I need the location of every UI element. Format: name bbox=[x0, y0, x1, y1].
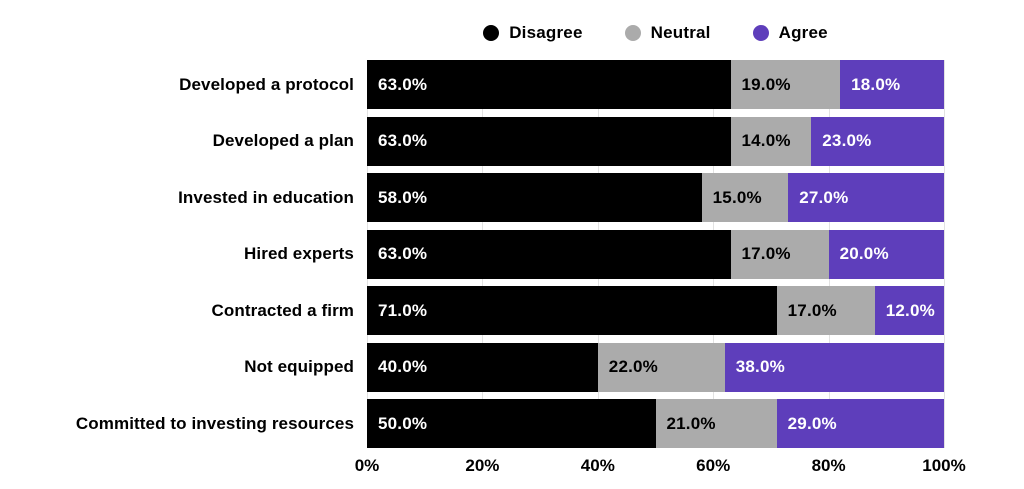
segment-value-label: 71.0% bbox=[378, 300, 428, 320]
segment-value-label: 63.0% bbox=[378, 131, 428, 150]
segment-value-label: 21.0% bbox=[666, 413, 716, 433]
legend-dot-icon bbox=[752, 25, 769, 41]
segment-value-label: 18.0% bbox=[851, 74, 901, 94]
x-axis: 0% 20% 40% 60% 80% 100% bbox=[355, 453, 966, 485]
legend-label: Disagree bbox=[509, 23, 583, 42]
segment-value-label: 22.0% bbox=[608, 357, 658, 376]
bar-segment-neutral: 21.0% bbox=[655, 399, 777, 448]
segment-value-label: 17.0% bbox=[741, 244, 791, 263]
bar-segment-agree: 18.0% bbox=[840, 60, 944, 109]
legend-item-neutral: Neutral bbox=[624, 23, 711, 43]
x-axis-tick: 40% bbox=[580, 456, 615, 475]
legend-label: Agree bbox=[778, 23, 828, 42]
bar-segment-neutral: 17.0% bbox=[776, 286, 875, 335]
x-axis-tick: 60% bbox=[696, 456, 731, 475]
category-label: Hired experts bbox=[244, 244, 354, 263]
bar-segment-disagree: 58.0% bbox=[367, 173, 702, 222]
bar-row: Committed to investing resources 50.0% 21.… bbox=[76, 399, 944, 448]
category-label: Contracted a firm bbox=[211, 300, 354, 320]
bar-segment-agree: 20.0% bbox=[828, 229, 944, 279]
bar-segment-neutral: 14.0% bbox=[730, 116, 812, 166]
bar-segment-neutral: 19.0% bbox=[730, 60, 841, 109]
legend-item-disagree: Disagree bbox=[483, 23, 582, 43]
x-axis-tick: 100% bbox=[922, 456, 966, 475]
bar-segment-agree: 12.0% bbox=[874, 286, 944, 335]
bar-row: Hired experts 63.0% 17.0% 20.0% bbox=[244, 229, 944, 279]
segment-value-label: 40.0% bbox=[378, 357, 428, 376]
segment-value-label: 29.0% bbox=[787, 413, 837, 433]
bar-segment-agree: 23.0% bbox=[811, 116, 944, 166]
segment-value-label: 12.0% bbox=[885, 300, 935, 320]
legend-dot-icon bbox=[483, 25, 500, 41]
segment-value-label: 27.0% bbox=[799, 187, 849, 207]
bar-segment-neutral: 17.0% bbox=[730, 229, 829, 279]
segment-value-label: 15.0% bbox=[712, 187, 762, 207]
segment-value-label: 23.0% bbox=[822, 131, 872, 150]
legend-dot-icon bbox=[624, 25, 641, 41]
bar-segment-neutral: 22.0% bbox=[597, 342, 725, 392]
bar-segment-agree: 38.0% bbox=[724, 342, 944, 392]
bar-row: Invested in education 58.0% 15.0% 27.0% bbox=[178, 173, 944, 222]
bar-row: Not equipped 40.0% 22.0% 38.0% bbox=[244, 342, 944, 392]
gridline bbox=[944, 60, 945, 448]
category-label: Committed to investing resources bbox=[75, 413, 354, 433]
category-label: Not equipped bbox=[244, 357, 354, 376]
legend: Disagree Neutral Agree bbox=[367, 20, 944, 46]
bar-segment-disagree: 50.0% bbox=[367, 399, 656, 448]
bar-rows: Developed a protocol 63.0% 19.0% 18.0% Devel… bbox=[76, 60, 944, 448]
segment-value-label: 17.0% bbox=[787, 300, 837, 320]
bar-row: Contracted a firm 71.0% 17.0% 12.0% bbox=[212, 286, 944, 335]
segment-value-label: 14.0% bbox=[741, 131, 791, 150]
segment-value-label: 20.0% bbox=[839, 244, 889, 263]
category-label: Developed a plan bbox=[212, 131, 354, 150]
legend-label: Neutral bbox=[650, 23, 711, 42]
category-label: Invested in education bbox=[178, 187, 354, 207]
segment-value-label: 19.0% bbox=[741, 74, 791, 94]
bar-segment-disagree: 63.0% bbox=[367, 229, 731, 279]
segment-value-label: 50.0% bbox=[378, 413, 428, 433]
category-label: Developed a protocol bbox=[179, 74, 354, 94]
bar-row: Developed a protocol 63.0% 19.0% 18.0% bbox=[179, 60, 944, 109]
bar-segment-agree: 29.0% bbox=[776, 399, 944, 448]
segment-value-label: 58.0% bbox=[378, 187, 428, 207]
x-axis-tick: 80% bbox=[811, 456, 846, 475]
x-axis-tick: 20% bbox=[465, 456, 500, 475]
segment-value-label: 63.0% bbox=[378, 74, 428, 94]
stacked-bar-chart: Developed a protocol 63.0% 19.0% 18.0% Devel… bbox=[76, 60, 966, 485]
bar-row: Developed a plan 63.0% 14.0% 23.0% bbox=[213, 116, 944, 166]
legend-item-agree: Agree bbox=[752, 23, 828, 43]
bar-segment-disagree: 40.0% bbox=[367, 342, 598, 392]
bar-segment-disagree: 71.0% bbox=[367, 286, 777, 335]
bar-segment-disagree: 63.0% bbox=[367, 116, 731, 166]
segment-value-label: 38.0% bbox=[735, 357, 785, 376]
segment-value-label: 63.0% bbox=[378, 244, 428, 263]
bar-segment-disagree: 63.0% bbox=[367, 60, 731, 109]
bar-segment-agree: 27.0% bbox=[788, 173, 944, 222]
x-axis-tick: 0% bbox=[354, 456, 380, 475]
bar-segment-neutral: 15.0% bbox=[701, 173, 789, 222]
